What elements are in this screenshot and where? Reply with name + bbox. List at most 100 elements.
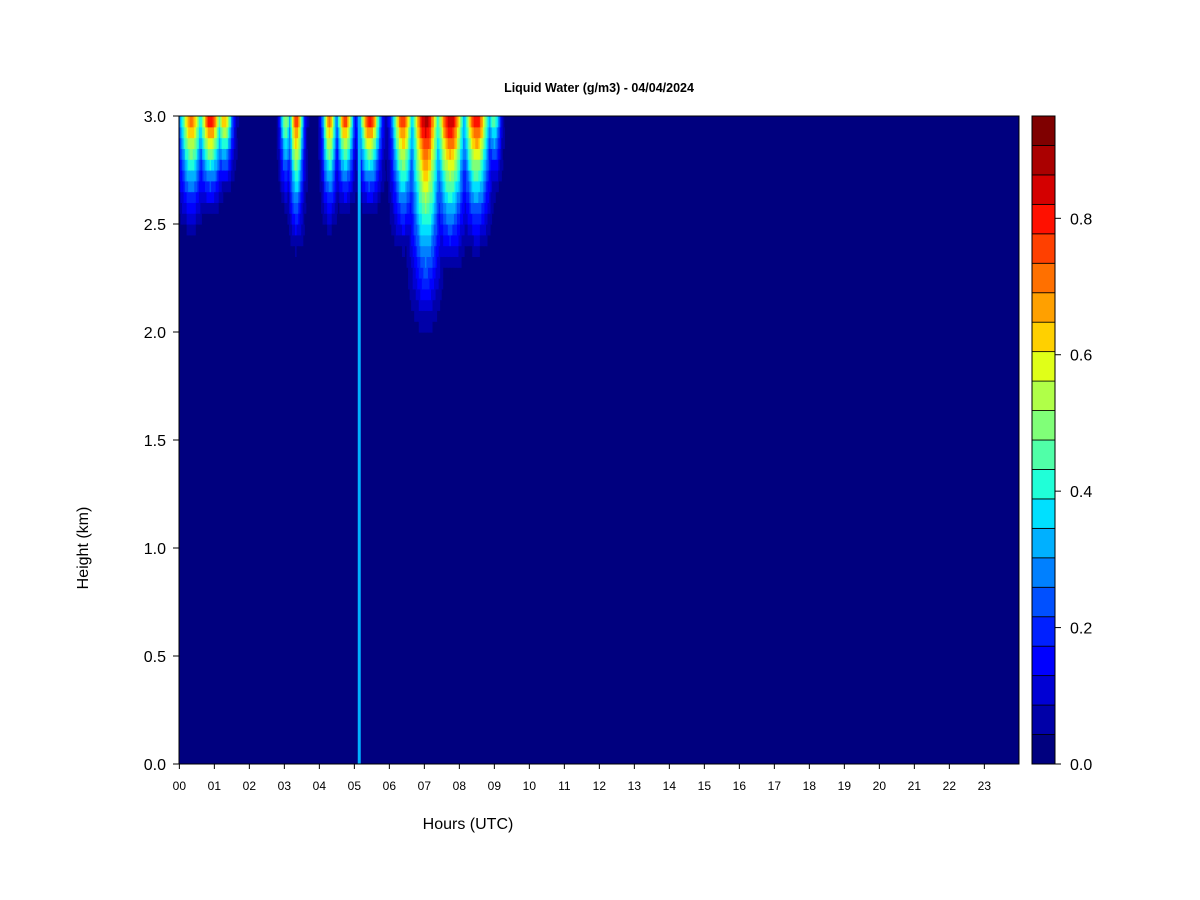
heatmap-cell bbox=[287, 180, 290, 193]
heatmap-cell bbox=[437, 256, 440, 268]
heatmap-cell bbox=[350, 191, 353, 203]
heatmap-cell bbox=[235, 148, 238, 160]
heatmap-cell bbox=[337, 159, 340, 171]
heatmap-cell bbox=[452, 267, 455, 279]
heatmap-cell bbox=[458, 245, 461, 257]
colorbar bbox=[1031, 115, 1056, 765]
heatmap-cell bbox=[438, 126, 441, 139]
heatmap-cell bbox=[179, 202, 182, 214]
heatmap-cell bbox=[350, 202, 353, 214]
heatmap-cell bbox=[467, 148, 470, 160]
heatmap-cell bbox=[203, 159, 206, 171]
heatmap-cell bbox=[418, 116, 421, 128]
heatmap-cell bbox=[279, 191, 282, 203]
heatmap-cell bbox=[400, 245, 403, 257]
heatmap-cell bbox=[495, 159, 498, 171]
x-tick-label: 18 bbox=[803, 779, 817, 793]
heatmap-cell bbox=[411, 202, 414, 214]
heatmap-cell bbox=[449, 213, 452, 225]
heatmap-cell bbox=[299, 234, 302, 247]
heatmap-cell bbox=[197, 170, 200, 182]
heatmap-cell bbox=[489, 180, 492, 193]
heatmap-cell bbox=[287, 224, 290, 236]
heatmap-cell bbox=[224, 137, 227, 149]
heatmap-cell bbox=[405, 202, 408, 214]
heatmap-cell bbox=[201, 170, 205, 182]
heatmap-cell bbox=[405, 234, 408, 247]
heatmap-cell bbox=[288, 170, 292, 182]
heatmap-cell bbox=[203, 180, 206, 193]
heatmap-cell bbox=[400, 213, 403, 225]
heatmap-cell bbox=[412, 288, 415, 301]
heatmap-cell bbox=[470, 191, 473, 203]
heatmap-cell bbox=[282, 170, 285, 182]
heatmap-cell bbox=[482, 191, 486, 203]
heatmap-cell bbox=[325, 180, 328, 193]
heatmap-cell bbox=[421, 116, 424, 128]
heatmap-cell bbox=[218, 202, 221, 214]
heatmap-cell bbox=[467, 234, 470, 247]
heatmap-cell bbox=[482, 148, 486, 160]
heatmap-cell bbox=[186, 213, 189, 225]
heatmap-cell bbox=[424, 170, 428, 182]
heatmap-cell bbox=[397, 234, 400, 247]
heatmap-cell bbox=[287, 191, 290, 203]
heatmap-cell bbox=[502, 137, 505, 149]
heatmap-cell bbox=[360, 148, 363, 160]
heatmap-cell bbox=[322, 126, 325, 139]
heatmap-cell bbox=[288, 116, 292, 128]
heatmap-cell bbox=[478, 148, 481, 160]
heatmap-cell bbox=[317, 116, 321, 128]
heatmap-cell bbox=[431, 159, 434, 171]
heatmap-cell bbox=[281, 148, 284, 160]
heatmap-cell bbox=[235, 137, 238, 149]
heatmap-cell bbox=[302, 213, 305, 225]
heatmap-cell bbox=[432, 224, 435, 236]
heatmap-cell bbox=[458, 170, 461, 182]
heatmap-cell bbox=[319, 148, 322, 160]
heatmap-cell bbox=[208, 170, 211, 182]
heatmap-cell bbox=[360, 191, 363, 203]
heatmap-cell bbox=[460, 137, 463, 149]
heatmap-cell bbox=[476, 245, 479, 257]
heatmap-cell bbox=[475, 213, 478, 225]
heatmap-cell bbox=[191, 116, 194, 128]
heatmap-cell bbox=[212, 116, 215, 128]
heatmap-cell bbox=[325, 159, 328, 171]
heatmap-cell bbox=[455, 159, 458, 171]
heatmap-cell bbox=[441, 234, 444, 247]
heatmap-cell bbox=[360, 170, 363, 182]
heatmap-cell bbox=[415, 116, 418, 128]
heatmap-cell bbox=[377, 170, 380, 182]
heatmap-cell bbox=[389, 170, 392, 182]
heatmap-cell bbox=[345, 126, 348, 139]
heatmap-cell bbox=[461, 148, 464, 160]
heatmap-cell bbox=[429, 202, 432, 214]
heatmap-cell bbox=[476, 137, 479, 149]
heatmap-cell bbox=[444, 126, 447, 139]
colorbar-tick-label: 0.6 bbox=[1070, 348, 1092, 365]
heatmap-cell bbox=[456, 245, 460, 257]
heatmap-cell bbox=[197, 126, 200, 139]
heatmap-cell bbox=[350, 126, 353, 139]
heatmap-cell bbox=[485, 213, 489, 225]
heatmap-cell bbox=[299, 170, 302, 182]
heatmap-cell bbox=[220, 159, 223, 171]
heatmap-cell bbox=[466, 224, 469, 236]
heatmap-cell bbox=[427, 299, 431, 311]
heatmap-cell bbox=[389, 213, 392, 225]
heatmap-cell bbox=[453, 148, 457, 160]
heatmap-cell bbox=[415, 159, 418, 171]
heatmap-cell bbox=[456, 191, 460, 203]
heatmap-cell bbox=[478, 116, 481, 128]
heatmap-cell bbox=[408, 126, 411, 139]
heatmap-cell bbox=[362, 159, 365, 171]
heatmap-cell bbox=[218, 137, 221, 149]
heatmap-cell bbox=[295, 202, 298, 214]
heatmap-cell bbox=[372, 191, 376, 203]
heatmap-cell bbox=[347, 170, 350, 182]
heatmap-cell bbox=[403, 224, 406, 236]
heatmap-cell bbox=[397, 202, 400, 214]
heatmap-cell bbox=[226, 148, 229, 160]
heatmap-cell bbox=[339, 159, 342, 171]
